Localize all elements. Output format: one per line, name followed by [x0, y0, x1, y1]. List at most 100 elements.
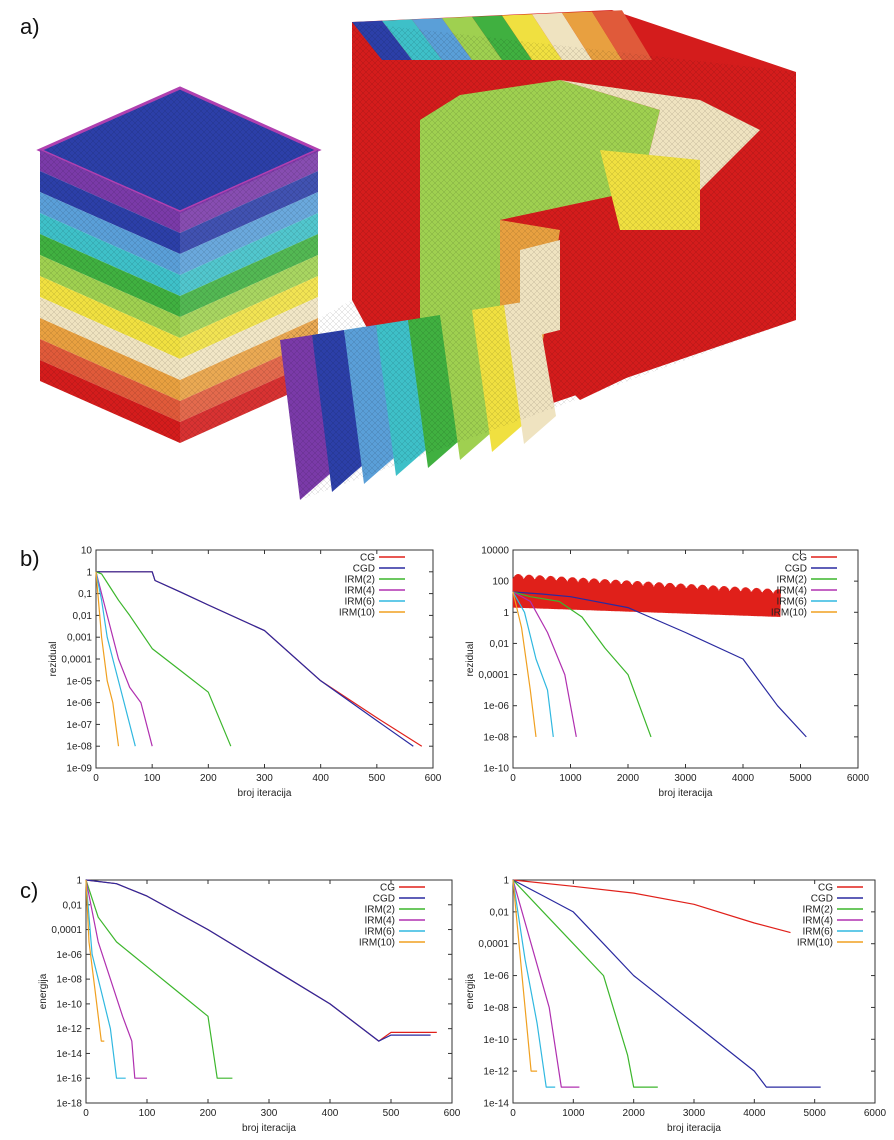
panel-label-b: b): [20, 546, 40, 571]
panel-label-a: a): [20, 14, 40, 39]
series-line-cg: [512, 573, 781, 618]
x-tick-label: 300: [261, 1108, 278, 1119]
x-tick-label: 100: [144, 773, 161, 784]
y-tick-label: 1e-06: [56, 950, 82, 961]
y-tick-label: 1e-12: [56, 1024, 82, 1035]
x-tick-label: 300: [256, 773, 273, 784]
series-line-irm2: [85, 879, 233, 1079]
y-tick-label: 0,0001: [478, 670, 509, 681]
series-line-irm10: [95, 571, 120, 747]
y-tick-label: 1: [76, 876, 82, 887]
x-tick-label: 0: [510, 773, 516, 784]
series-line-cgd: [512, 879, 821, 1088]
y-tick-label: 1e-12: [483, 1067, 509, 1078]
x-tick-label: 1000: [562, 1108, 585, 1119]
x-tick-label: 400: [312, 773, 329, 784]
legend-label: IRM(6): [364, 927, 395, 938]
y-tick-label: 1e-14: [56, 1049, 82, 1060]
y-tick-label: 1e-05: [66, 676, 92, 687]
x-tick-label: 500: [383, 1108, 400, 1119]
y-tick-label: 0,001: [67, 633, 92, 644]
y-tick-label: 1e-18: [56, 1099, 82, 1110]
y-tick-label: 100: [492, 577, 509, 588]
y-tick-label: 1e-08: [56, 975, 82, 986]
panel-label-c: c): [20, 878, 39, 903]
series-line-irm2: [512, 591, 652, 738]
legend-label: IRM(2): [776, 575, 807, 586]
legend-label: IRM(4): [776, 586, 807, 597]
legend-label: CG: [360, 553, 375, 564]
series-line-irm2: [95, 571, 232, 747]
x-tick-label: 200: [200, 1108, 217, 1119]
series-line-irm6: [512, 879, 556, 1088]
y-tick-label: 1: [503, 608, 509, 619]
legend-label: IRM(2): [344, 575, 375, 586]
y-axis-label: rezidual: [465, 641, 476, 676]
legend-label: IRM(10): [797, 938, 833, 949]
legend-label: CG: [380, 883, 395, 894]
legend-label: IRM(4): [344, 586, 375, 597]
x-axis-label: broj iteracija: [242, 1123, 296, 1134]
y-tick-label: 0,01: [490, 639, 510, 650]
series-line-irm2: [512, 879, 658, 1088]
x-tick-label: 0: [93, 773, 99, 784]
y-tick-label: 0,1: [78, 589, 92, 600]
series-line-irm6: [85, 879, 126, 1079]
series-line-irm4: [512, 591, 577, 738]
series-line-cg: [512, 879, 791, 934]
y-tick-label: 1e-08: [483, 732, 509, 743]
y-tick-label: 1e-10: [483, 1035, 509, 1046]
legend-label: CGD: [353, 564, 375, 575]
legend-label: IRM(4): [802, 916, 833, 927]
y-axis-label: rezidual: [48, 641, 59, 676]
y-tick-label: 1e-10: [483, 764, 509, 775]
cavity-mesh: [280, 10, 796, 500]
legend-label: CGD: [373, 894, 395, 905]
x-tick-label: 1000: [559, 773, 582, 784]
series-line-irm10: [512, 591, 537, 737]
x-tick-label: 6000: [847, 773, 870, 784]
x-tick-label: 3000: [683, 1108, 706, 1119]
mesh-figure: [36, 10, 796, 500]
y-tick-label: 1e-16: [56, 1074, 82, 1085]
legend-label: IRM(6): [344, 597, 375, 608]
y-tick-label: 1e-09: [66, 764, 92, 775]
x-axis-label: broj iteracija: [659, 788, 713, 799]
legend-label: IRM(2): [802, 905, 833, 916]
y-axis-label: energija: [465, 973, 476, 1009]
series-line-irm4: [85, 879, 147, 1079]
y-axis-label: energija: [38, 973, 49, 1009]
legend-label: CG: [792, 553, 807, 564]
legend-label: IRM(6): [802, 927, 833, 938]
legend-label: IRM(6): [776, 597, 807, 608]
x-tick-label: 400: [322, 1108, 339, 1119]
x-tick-label: 3000: [674, 773, 697, 784]
x-tick-label: 0: [510, 1108, 516, 1119]
x-tick-label: 100: [139, 1108, 156, 1119]
y-tick-label: 10000: [481, 546, 509, 557]
x-tick-label: 0: [83, 1108, 89, 1119]
y-tick-label: 0,01: [63, 900, 83, 911]
y-tick-label: 1e-10: [56, 999, 82, 1010]
series-line-cgd: [85, 879, 431, 1042]
x-tick-label: 2000: [617, 773, 640, 784]
series-line-irm6: [512, 591, 554, 737]
y-tick-label: 1e-14: [483, 1099, 509, 1110]
cube-mesh: [36, 86, 322, 443]
y-tick-label: 1: [503, 876, 509, 887]
x-tick-label: 5000: [804, 1108, 827, 1119]
y-tick-label: 0,0001: [61, 655, 92, 666]
x-tick-label: 4000: [732, 773, 755, 784]
x-tick-label: 5000: [789, 773, 812, 784]
legend-label: CG: [818, 883, 833, 894]
legend-label: IRM(4): [364, 916, 395, 927]
y-tick-label: 1e-08: [483, 1003, 509, 1014]
y-tick-label: 10: [81, 546, 93, 557]
series-line-irm4: [512, 879, 580, 1088]
series-line-cgd: [96, 571, 414, 747]
x-tick-label: 2000: [623, 1108, 646, 1119]
